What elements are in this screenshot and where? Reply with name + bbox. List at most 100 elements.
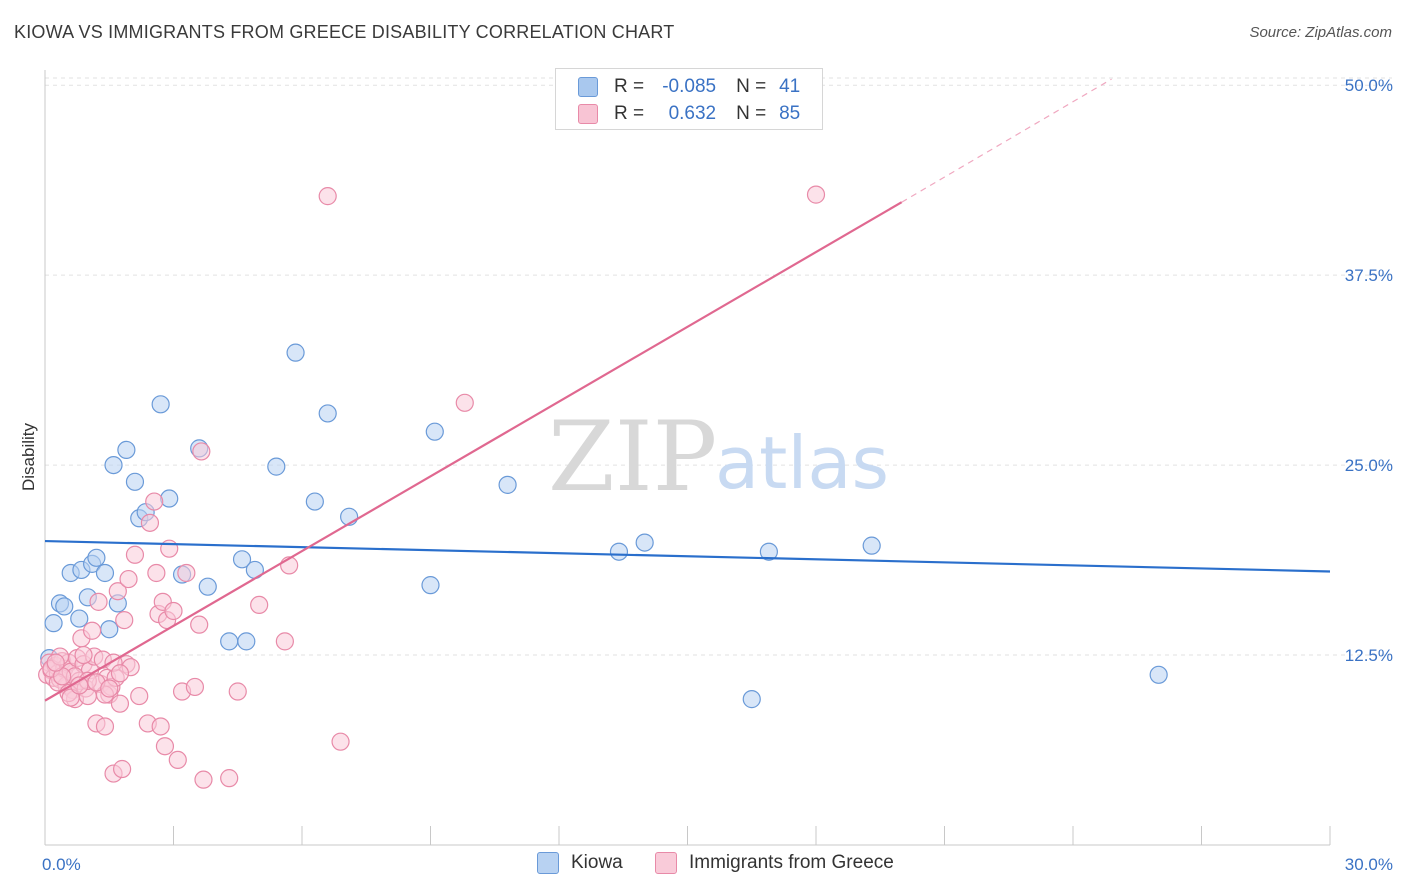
kiowa-point: [117, 440, 136, 460]
greece-point: [185, 677, 205, 697]
greece-point: [110, 694, 130, 713]
y-tick-label: 37.5%: [1345, 266, 1393, 285]
kiowa-point: [305, 492, 324, 511]
kiowa-swatch: [578, 77, 598, 97]
chart-title: KIOWA VS IMMIGRANTS FROM GREECE DISABILI…: [14, 22, 675, 42]
kiowa-point: [635, 533, 654, 552]
greece-point: [177, 563, 196, 583]
greece-point: [192, 442, 211, 461]
x-tick-labels: 0.0% 30.0%: [42, 855, 1393, 874]
trend-lines: [44, 78, 1331, 702]
kiowa-point: [862, 536, 881, 555]
y-tick-label: 25.0%: [1345, 456, 1393, 475]
x-tick-label-min: 0.0%: [42, 855, 81, 874]
bottom-legend-greece: Immigrants from Greece: [655, 852, 894, 874]
legend-row-greece: R = 0.632 N = 85: [578, 102, 800, 126]
kiowa-point: [421, 576, 440, 595]
kiowa-point: [104, 455, 123, 475]
greece-point: [119, 569, 138, 589]
greece-point: [74, 645, 93, 665]
y-tick-label: 50.0%: [1345, 76, 1393, 95]
kiowa-point: [742, 690, 761, 709]
greece-point: [89, 592, 108, 611]
greece-point: [46, 653, 65, 672]
greece-point: [108, 582, 127, 601]
kiowa-trend-line: [44, 539, 1331, 573]
greece-point: [95, 717, 115, 736]
kiowa-point: [286, 343, 305, 362]
greece-point: [164, 601, 183, 621]
r-label: R =: [614, 76, 645, 97]
greece-point: [806, 185, 826, 204]
kiowa-point: [125, 472, 145, 491]
source-credit: Source: ZipAtlas.com: [1249, 24, 1392, 41]
kiowa-point: [267, 457, 286, 476]
data-points: [38, 185, 1168, 789]
axes: [44, 70, 1331, 846]
r-label: R =: [614, 103, 645, 124]
greece-point: [83, 621, 102, 640]
n-value: 85: [779, 103, 801, 124]
kiowa-point: [160, 489, 179, 508]
greece-swatch: [578, 104, 598, 124]
greece-trend-extension: [901, 78, 1112, 203]
greece-point: [112, 759, 132, 779]
kiowa-legend-swatch: [537, 852, 559, 874]
greece-legend-label: Immigrants from Greece: [689, 852, 894, 873]
greece-point: [455, 393, 474, 412]
greece-point: [145, 492, 164, 511]
y-tick-labels: 12.5% 25.0% 37.5% 50.0%: [1345, 76, 1393, 665]
n-label: N =: [736, 103, 767, 124]
n-value: 41: [779, 76, 801, 97]
kiowa-legend-label: Kiowa: [571, 852, 623, 873]
kiowa-point: [232, 550, 252, 569]
y-tick-label: 12.5%: [1345, 646, 1393, 665]
greece-point: [140, 513, 160, 532]
greece-point: [110, 664, 130, 683]
greece-point: [318, 187, 337, 206]
kiowa-point: [95, 563, 115, 583]
greece-point: [155, 737, 175, 756]
greece-point: [250, 595, 269, 615]
r-value: -0.085: [662, 76, 717, 97]
greece-point: [147, 563, 166, 583]
kiowa-point: [498, 475, 517, 494]
legend-row-kiowa: R = -0.085 N = 41: [578, 75, 800, 99]
kiowa-point: [1149, 665, 1168, 684]
kiowa-point: [198, 577, 217, 596]
n-label: N =: [736, 76, 767, 97]
kiowa-point: [87, 548, 106, 567]
y-axis-title: Disability: [19, 422, 38, 491]
greece-point: [220, 769, 239, 788]
kiowa-point: [609, 542, 629, 561]
kiowa-point: [759, 542, 778, 561]
greece-point: [228, 682, 247, 701]
kiowa-point: [318, 404, 337, 423]
greece-point: [130, 686, 149, 706]
greece-point: [160, 539, 179, 558]
greece-point: [194, 770, 213, 789]
watermark-atlas: atlas: [715, 421, 889, 505]
kiowa-point: [55, 597, 74, 616]
bottom-legend-kiowa: Kiowa: [537, 852, 623, 874]
kiowa-point: [151, 395, 170, 414]
kiowa-point: [220, 632, 239, 651]
greece-point: [100, 679, 119, 698]
kiowa-point: [237, 632, 256, 651]
kiowa-point: [100, 620, 119, 639]
kiowa-point: [70, 609, 89, 628]
greece-point: [275, 632, 294, 651]
kiowa-point: [44, 614, 63, 633]
x-tick-label-max: 30.0%: [1345, 855, 1393, 874]
kiowa-point: [425, 422, 444, 441]
greece-point: [331, 732, 350, 751]
watermark-zip: ZIP: [548, 401, 717, 513]
correlation-legend: R = -0.085 N = 41 R = 0.632 N = 85: [555, 68, 823, 130]
greece-point: [151, 717, 170, 736]
greece-point: [168, 750, 187, 770]
greece-point: [125, 545, 145, 564]
greece-trend-line: [44, 201, 903, 702]
watermark: ZIP atlas: [548, 401, 889, 513]
greece-legend-swatch: [655, 852, 677, 874]
